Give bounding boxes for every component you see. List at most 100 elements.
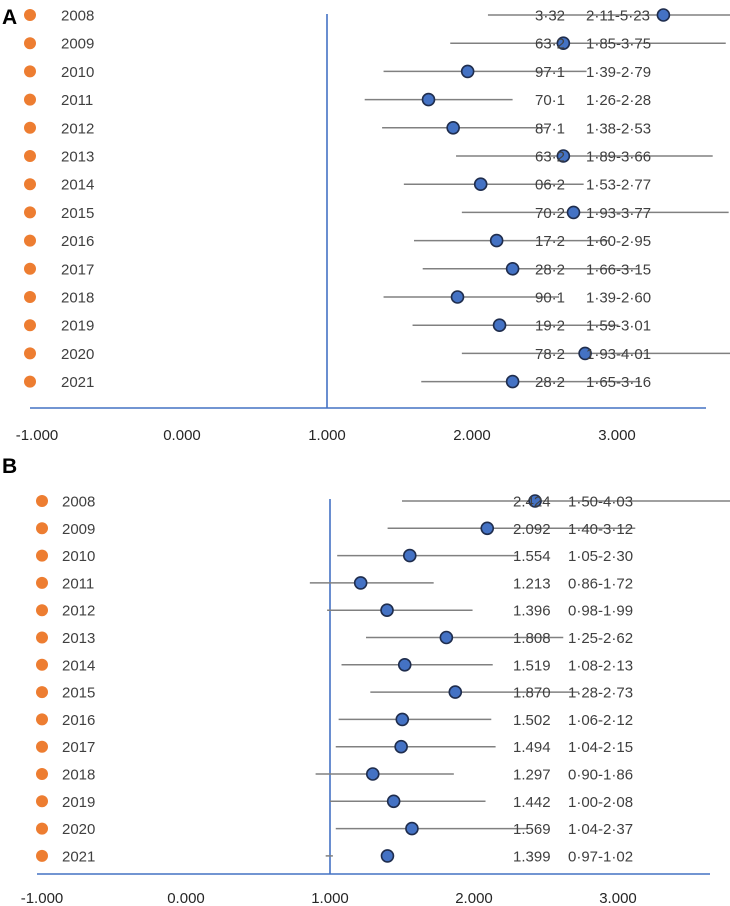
year-label: 2011 bbox=[61, 92, 93, 109]
forest-row: 2018 90·1 1·39-2·60 bbox=[24, 290, 651, 307]
row-bullet bbox=[36, 576, 48, 589]
forest-row: 2019 1.442 1·00-2·08 bbox=[36, 794, 633, 811]
estimate-label: 90·1 bbox=[535, 290, 565, 307]
estimate-label: 1.870 bbox=[513, 685, 551, 702]
estimate-label: 19·2 bbox=[535, 318, 565, 335]
year-label: 2020 bbox=[62, 821, 95, 838]
point-estimate bbox=[492, 318, 507, 333]
panel-letter: A bbox=[2, 6, 17, 29]
year-label: 2016 bbox=[62, 712, 95, 729]
ci-label: 1·04-2·37 bbox=[568, 821, 633, 838]
row-bullet bbox=[24, 347, 36, 360]
ci-label: 1·59-3·01 bbox=[586, 318, 651, 335]
ci-label: 1·93-3·77 bbox=[586, 205, 651, 222]
point-estimate bbox=[450, 290, 465, 304]
estimate-label: 70·1 bbox=[535, 92, 565, 109]
row-bullet bbox=[24, 291, 36, 303]
year-label: 2021 bbox=[61, 374, 94, 391]
year-label: 2008 bbox=[62, 494, 95, 511]
year-label: 2009 bbox=[61, 36, 94, 53]
forest-row: 2017 28·2 1·66-3·15 bbox=[24, 261, 651, 278]
estimate-label: 1.569 bbox=[513, 821, 551, 838]
forest-row: 2019 19·2 1·59-3·01 bbox=[24, 318, 651, 335]
point-estimate bbox=[473, 177, 488, 191]
x-tick-label: 0.000 bbox=[167, 890, 205, 906]
x-tick-label: 0.000 bbox=[163, 427, 201, 444]
forest-row: 2011 70·1 1·26-2·28 bbox=[24, 92, 651, 109]
year-label: 2012 bbox=[61, 120, 94, 137]
forest-row: 2021 1.399 0·97-1·02 bbox=[36, 848, 633, 865]
point-estimate bbox=[380, 603, 394, 618]
ci-label: 1·05-2·30 bbox=[568, 548, 633, 565]
point-estimate bbox=[460, 64, 475, 79]
row-bullet bbox=[36, 849, 48, 862]
year-label: 2008 bbox=[61, 8, 94, 25]
year-label: 2015 bbox=[62, 685, 95, 702]
year-label: 2017 bbox=[61, 261, 94, 278]
point-estimate bbox=[439, 630, 454, 645]
forest-row: 2008 2.424 1·50-4·03 bbox=[36, 494, 730, 511]
forest-row: 2015 70·2 1·93-3·77 bbox=[24, 205, 729, 222]
year-label: 2009 bbox=[62, 521, 95, 538]
year-label: 2018 bbox=[61, 290, 94, 307]
estimate-label: 1.399 bbox=[513, 848, 551, 865]
point-estimate bbox=[528, 494, 542, 508]
year-label: 2013 bbox=[61, 149, 94, 166]
year-label: 2010 bbox=[62, 548, 95, 565]
panel-b: B-1.0000.0001.0002.0003.0004.0005.0006.0… bbox=[2, 455, 730, 906]
forest-row: 2015 1.870 1·28-2·73 bbox=[36, 685, 633, 702]
point-estimate bbox=[386, 794, 401, 809]
ci-label: 1·85-3·75 bbox=[586, 36, 651, 53]
row-bullet bbox=[36, 686, 48, 699]
year-label: 2014 bbox=[61, 177, 94, 194]
estimate-label: 70·2 bbox=[535, 205, 565, 222]
year-label: 2010 bbox=[61, 64, 94, 81]
point-estimate bbox=[397, 657, 412, 672]
forest-row: 2010 97·1 1·39-2·79 bbox=[24, 64, 651, 81]
estimate-label: 28·2 bbox=[535, 261, 565, 278]
ci-label: 1·28-2·73 bbox=[568, 685, 633, 702]
estimate-label: 1.297 bbox=[513, 767, 551, 784]
estimate-label: 1.808 bbox=[513, 630, 551, 647]
forest-row: 2014 1.519 1·08-2·13 bbox=[36, 657, 633, 674]
year-label: 2020 bbox=[61, 346, 94, 363]
point-estimate bbox=[405, 821, 419, 836]
row-bullet bbox=[36, 631, 48, 644]
row-bullet bbox=[36, 713, 48, 726]
year-label: 2017 bbox=[62, 739, 95, 756]
ci-label: 1·40-3·12 bbox=[568, 521, 633, 538]
ci-label: 1·08-2·13 bbox=[568, 657, 633, 674]
ci-label: 1·04-2·15 bbox=[568, 739, 633, 756]
estimate-label: 2.092 bbox=[513, 521, 551, 538]
estimate-label: 17·2 bbox=[535, 233, 565, 250]
x-tick-label: 2.000 bbox=[455, 890, 493, 906]
ci-label: 0·98-1·99 bbox=[568, 603, 633, 620]
point-estimate bbox=[556, 149, 571, 163]
x-tick-label: 3.000 bbox=[599, 890, 637, 906]
x-tick-label: 2.000 bbox=[453, 427, 491, 444]
year-label: 2013 bbox=[62, 630, 95, 647]
point-estimate bbox=[578, 346, 592, 361]
year-label: 2018 bbox=[62, 767, 95, 784]
x-tick-label: -1.000 bbox=[16, 427, 59, 444]
x-tick-label: 1.000 bbox=[308, 427, 346, 444]
ci-label: 1·26-2·28 bbox=[586, 92, 651, 109]
forest-row: 2011 1.213 0·86-1·72 bbox=[36, 575, 633, 592]
estimate-label: 1.213 bbox=[513, 575, 551, 592]
ci-label: 1·60-2·95 bbox=[586, 233, 651, 250]
point-estimate bbox=[656, 8, 671, 22]
row-bullet bbox=[36, 522, 48, 535]
x-tick-label: -1.000 bbox=[21, 890, 64, 906]
ci-label: 1·89-3·66 bbox=[586, 149, 651, 166]
year-label: 2021 bbox=[62, 848, 95, 865]
estimate-label: 1.554 bbox=[513, 548, 551, 565]
point-estimate bbox=[489, 233, 504, 248]
forest-row: 2013 1.808 1·25-2·62 bbox=[36, 630, 633, 647]
point-estimate bbox=[353, 576, 368, 590]
point-estimate bbox=[395, 712, 410, 727]
row-bullet bbox=[24, 206, 36, 219]
point-estimate bbox=[505, 374, 520, 389]
row-bullet bbox=[24, 178, 36, 191]
panel-a: A-1.0000.0001.0002.0003.0004.0005.0006.0… bbox=[2, 6, 730, 444]
